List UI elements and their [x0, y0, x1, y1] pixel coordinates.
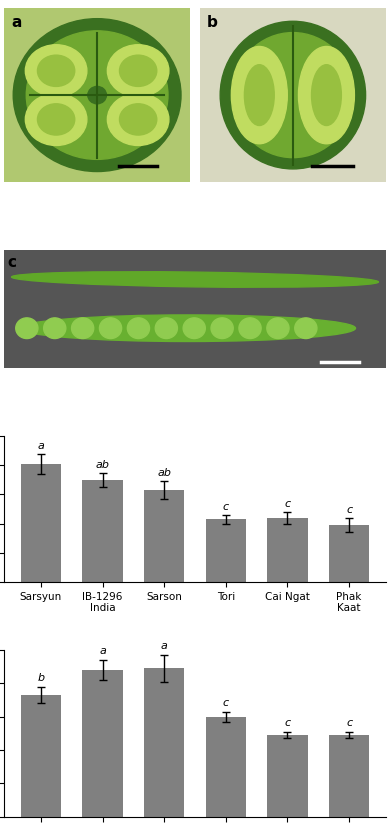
Bar	[329, 735, 369, 817]
Ellipse shape	[155, 318, 177, 338]
Text: b: b	[37, 673, 44, 683]
Ellipse shape	[295, 318, 317, 338]
Text: c: c	[284, 499, 291, 509]
Ellipse shape	[25, 93, 87, 145]
Ellipse shape	[25, 45, 87, 97]
Bar	[206, 519, 246, 582]
Ellipse shape	[119, 55, 157, 87]
Ellipse shape	[119, 104, 157, 135]
Ellipse shape	[298, 46, 355, 144]
Bar	[83, 480, 122, 582]
Ellipse shape	[71, 318, 94, 338]
Ellipse shape	[107, 93, 169, 145]
Ellipse shape	[99, 318, 122, 338]
Ellipse shape	[13, 19, 181, 172]
Ellipse shape	[88, 87, 106, 104]
Ellipse shape	[312, 64, 341, 125]
Text: a: a	[37, 441, 44, 450]
Bar	[21, 464, 61, 582]
Bar	[268, 518, 307, 582]
Bar	[329, 525, 369, 582]
Ellipse shape	[19, 315, 356, 342]
Bar	[21, 695, 61, 817]
Ellipse shape	[183, 318, 205, 338]
Text: a: a	[161, 641, 168, 651]
Ellipse shape	[107, 45, 169, 97]
Ellipse shape	[128, 318, 149, 338]
Bar	[144, 668, 184, 817]
Ellipse shape	[211, 318, 233, 338]
Ellipse shape	[239, 318, 261, 338]
Ellipse shape	[44, 318, 66, 338]
Text: c: c	[223, 698, 229, 708]
Text: a: a	[11, 15, 22, 31]
Ellipse shape	[267, 318, 289, 338]
Text: ab: ab	[96, 460, 110, 469]
Text: c: c	[346, 505, 352, 515]
Text: c: c	[223, 502, 229, 512]
Ellipse shape	[37, 55, 75, 87]
Text: c: c	[284, 718, 291, 728]
Text: b: b	[207, 15, 218, 31]
Ellipse shape	[220, 21, 365, 169]
Ellipse shape	[37, 104, 75, 135]
Ellipse shape	[231, 46, 287, 144]
Ellipse shape	[16, 318, 38, 338]
Text: c: c	[8, 255, 17, 270]
Text: c: c	[346, 718, 352, 728]
Ellipse shape	[12, 271, 378, 287]
Ellipse shape	[232, 32, 353, 158]
Text: a: a	[99, 646, 106, 657]
Text: ab: ab	[157, 469, 171, 478]
Ellipse shape	[26, 31, 168, 159]
Bar	[144, 490, 184, 582]
Bar	[268, 735, 307, 817]
Bar	[83, 670, 122, 817]
Bar	[206, 717, 246, 817]
Ellipse shape	[245, 64, 274, 125]
